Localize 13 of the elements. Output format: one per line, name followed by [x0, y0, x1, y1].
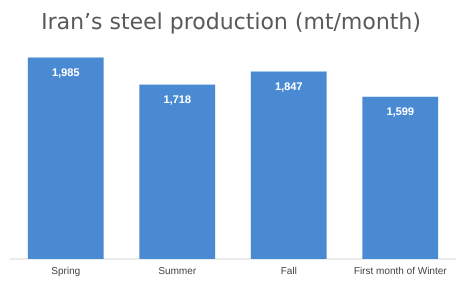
bar	[28, 58, 104, 259]
x-tick-label: Summer	[158, 266, 197, 277]
data-label: 1,718	[163, 94, 192, 106]
data-label: 1,847	[274, 81, 303, 94]
bar	[250, 72, 327, 259]
chart-title: Iran’s steel production (mt/month)	[40, 10, 422, 35]
data-label: 1,599	[386, 106, 414, 118]
x-tick-label: Fall	[280, 266, 297, 277]
data-label: 1,985	[52, 67, 80, 80]
x-tick-label: First month of Winter	[354, 266, 448, 277]
bar	[139, 84, 216, 259]
bar	[362, 96, 438, 259]
x-tick-label: Spring	[51, 266, 80, 277]
